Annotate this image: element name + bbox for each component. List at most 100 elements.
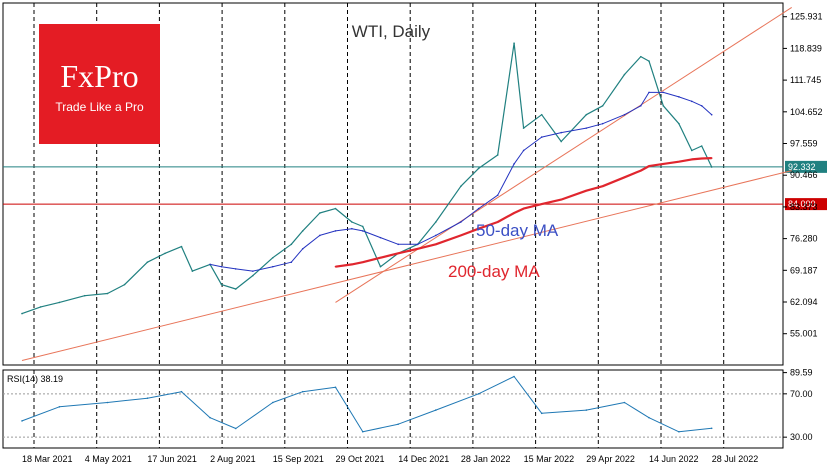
price-point bbox=[123, 283, 126, 286]
ma50-point bbox=[496, 194, 499, 196]
ma50-point bbox=[662, 91, 665, 94]
price-point bbox=[435, 221, 437, 223]
x-tick-label: 15 Mar 2022 bbox=[524, 454, 575, 464]
level-label: 92.332 bbox=[788, 162, 816, 172]
x-tick-label: 4 May 2021 bbox=[85, 454, 132, 464]
ma200-point bbox=[379, 256, 382, 259]
y-tick-label: 104.652 bbox=[790, 107, 823, 117]
price-point bbox=[319, 212, 321, 214]
ma200-line bbox=[335, 157, 712, 268]
rsi-point bbox=[106, 401, 109, 404]
ma200-point bbox=[416, 248, 419, 250]
price-point bbox=[540, 113, 543, 116]
x-tick-label: 15 Sep 2021 bbox=[273, 454, 324, 464]
ma50-point bbox=[477, 207, 480, 210]
price-point bbox=[301, 230, 304, 232]
price-point bbox=[83, 294, 86, 297]
ma50-point bbox=[585, 127, 588, 129]
ma200-point bbox=[585, 189, 588, 192]
ma200-point bbox=[351, 263, 353, 266]
rsi-tick-label: 30.00 bbox=[790, 432, 813, 442]
x-axis: 18 Mar 2021 4 May 2021 17 Jun 2021 2 Aug 20… bbox=[22, 454, 758, 464]
ma200-point bbox=[640, 169, 642, 172]
price-point bbox=[21, 312, 23, 315]
logo-brand-name: FxPro bbox=[60, 58, 139, 94]
ma50-point bbox=[640, 104, 642, 107]
price-point bbox=[334, 207, 337, 210]
ma50-point bbox=[379, 236, 382, 239]
x-tick-label: 14 Jun 2022 bbox=[649, 454, 699, 464]
fxpro-logo: FxPro Trade Like a Pro bbox=[39, 24, 160, 144]
price-point bbox=[58, 301, 61, 304]
ma50-point bbox=[290, 261, 293, 264]
price-point bbox=[623, 73, 626, 76]
logo-tagline: Trade Like a Pro bbox=[55, 100, 144, 114]
ma200-point bbox=[540, 203, 543, 205]
y-tick-label: 125.931 bbox=[790, 12, 823, 22]
ma50-point bbox=[540, 136, 543, 138]
level-label: 84.000 bbox=[788, 199, 816, 209]
lower-trend-line bbox=[21, 170, 792, 362]
y-tick-label: 62.094 bbox=[790, 297, 818, 307]
price-panel-frame bbox=[2, 2, 784, 366]
price-point bbox=[191, 270, 194, 272]
rsi-point bbox=[272, 401, 274, 404]
price-point bbox=[560, 140, 563, 143]
y-tick-label: 76.280 bbox=[790, 234, 818, 244]
price-point bbox=[640, 55, 642, 58]
rsi-tick-label: 70.00 bbox=[790, 389, 813, 399]
price-point bbox=[351, 221, 353, 223]
y-tick-label: 111.745 bbox=[790, 75, 821, 85]
price-point bbox=[678, 122, 680, 125]
ma200-point bbox=[710, 157, 713, 159]
y-tick-label: 83.373 bbox=[790, 202, 818, 212]
rsi-series bbox=[3, 375, 783, 438]
vertical-grid bbox=[33, 3, 725, 448]
ma50-line bbox=[210, 91, 713, 272]
ma50-point bbox=[301, 248, 304, 250]
price-point bbox=[220, 283, 223, 286]
ma50-point bbox=[319, 234, 321, 237]
price-point bbox=[252, 274, 254, 277]
ma50-point bbox=[690, 100, 693, 103]
rsi-point bbox=[678, 430, 680, 433]
ma200-point bbox=[700, 157, 703, 160]
level-tag bbox=[785, 160, 827, 173]
x-tick-label: 28 Jul 2022 bbox=[712, 454, 759, 464]
rsi-point bbox=[710, 427, 713, 430]
y-tick-label: 69.187 bbox=[790, 265, 818, 275]
price-point bbox=[648, 60, 650, 62]
ma50-point bbox=[460, 221, 462, 223]
price-point bbox=[361, 225, 364, 228]
rsi-point bbox=[648, 416, 650, 419]
price-point bbox=[513, 42, 515, 45]
price-line bbox=[21, 42, 713, 315]
price-point bbox=[585, 113, 588, 116]
y-tick-label: 90.466 bbox=[790, 170, 818, 180]
price-point bbox=[106, 292, 109, 295]
price-point bbox=[700, 145, 703, 147]
price-point bbox=[522, 127, 525, 129]
ma200-point bbox=[361, 261, 364, 264]
price-point bbox=[290, 243, 293, 246]
rsi-point bbox=[146, 397, 149, 399]
rsi-point bbox=[234, 427, 237, 430]
price-point bbox=[601, 104, 604, 107]
annotation-50-day-ma: 50-day MA bbox=[476, 221, 559, 240]
ma200-point bbox=[477, 227, 480, 230]
rsi-tick-label: 89.59 bbox=[790, 368, 813, 378]
ma50-point bbox=[416, 243, 419, 246]
rsi-point bbox=[623, 401, 626, 404]
ma200-point bbox=[334, 265, 337, 268]
x-tick-label: 17 Jun 2021 bbox=[147, 454, 197, 464]
price-point bbox=[39, 306, 42, 308]
price-point bbox=[379, 265, 382, 268]
ma200-point bbox=[690, 158, 693, 161]
ma50-point bbox=[361, 230, 364, 232]
ma200-point bbox=[560, 198, 563, 201]
rsi-point bbox=[21, 420, 23, 422]
ma50-point bbox=[710, 113, 713, 116]
price-point bbox=[164, 252, 166, 255]
ma200-point bbox=[648, 165, 650, 167]
